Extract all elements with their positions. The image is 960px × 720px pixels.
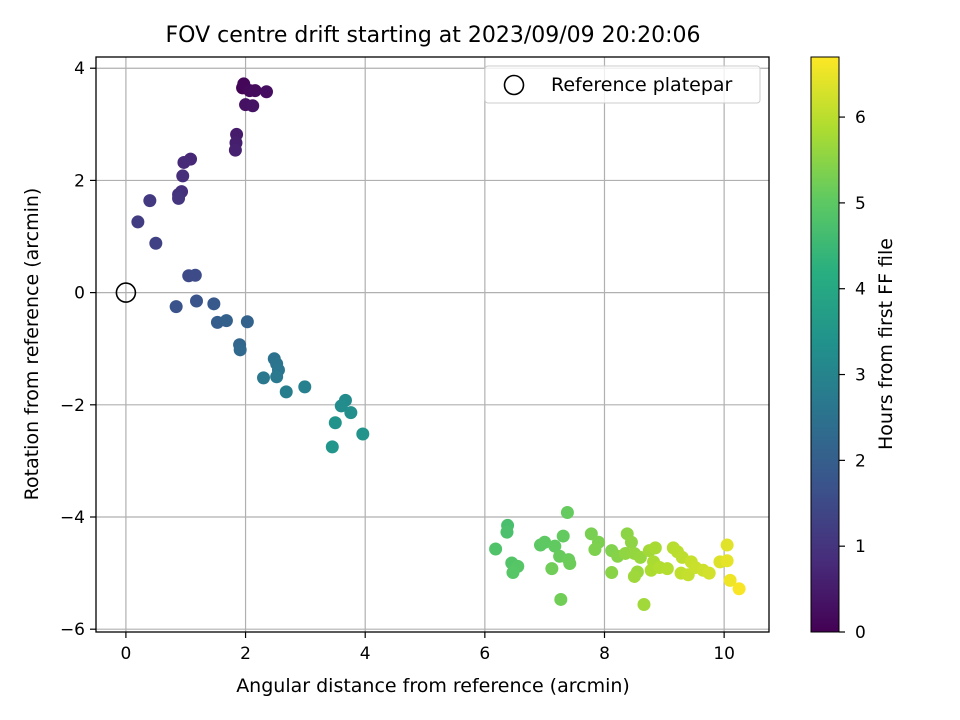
colorbar-tick-label: 6	[855, 108, 866, 128]
colorbar-tick-label: 0	[855, 623, 866, 643]
colorbar-ticks: 0 1 2 3 4 5 6	[839, 108, 866, 643]
legend-box	[484, 65, 761, 104]
scatter-point	[624, 535, 638, 549]
scatter-point	[190, 294, 204, 308]
colorbar-tick-label: 1	[855, 537, 866, 557]
scatter-point	[270, 370, 284, 384]
y-tick-label: 0	[74, 284, 85, 304]
y-tick-label: 2	[74, 171, 85, 191]
scatter-point	[233, 343, 247, 357]
x-tick-label: 0	[120, 644, 131, 664]
chart-title: FOV centre drift starting at 2023/09/09 …	[166, 23, 701, 48]
scatter-point	[660, 562, 674, 576]
colorbar-tick-label: 4	[855, 280, 866, 300]
scatter-point	[618, 546, 632, 560]
scatter-point	[334, 399, 348, 413]
scatter-point	[328, 416, 342, 430]
colorbar-tick-label: 5	[855, 194, 866, 214]
x-tick-label: 8	[599, 644, 610, 664]
scatter-point	[563, 557, 577, 571]
scatter-point	[648, 541, 662, 555]
x-axis-label: Angular distance from reference (arcmin)	[236, 675, 630, 697]
y-tick-label: −6	[60, 620, 85, 640]
scatter-point	[298, 380, 312, 394]
legend: Reference platepar	[484, 65, 761, 104]
scatter-point	[702, 566, 716, 580]
scatter-point	[246, 99, 260, 113]
scatter-point	[176, 169, 190, 183]
scatter-point	[588, 543, 602, 557]
scatter-point	[548, 539, 562, 553]
colorbar-label: Hours from first FF file	[875, 238, 897, 450]
colorbar-tick-label: 2	[855, 451, 866, 471]
scatter-point	[219, 314, 233, 328]
scatter-point	[633, 550, 647, 564]
scatter-point	[627, 569, 641, 583]
x-ticks: 0 2 4 6 8 10	[120, 632, 735, 664]
scatter-point	[248, 84, 262, 98]
plot-frame	[95, 56, 770, 633]
scatter-point	[279, 385, 293, 399]
colorbar-tick-label: 3	[855, 366, 866, 386]
scatter-point	[344, 406, 358, 420]
scatter-point	[506, 566, 520, 580]
y-axis-label: Rotation from reference (arcmin)	[21, 188, 43, 501]
scatter-point	[207, 297, 221, 311]
x-tick-label: 4	[360, 644, 371, 664]
scatter-point	[723, 573, 737, 587]
scatter-points	[131, 77, 746, 612]
reference-point-marker	[115, 282, 137, 303]
colorbar-gradient	[810, 56, 840, 633]
y-tick-label: −4	[60, 508, 85, 528]
scatter-point	[545, 562, 559, 576]
y-tick-label: 4	[74, 59, 85, 79]
x-tick-label: 10	[713, 644, 735, 664]
scatter-point	[556, 529, 570, 543]
scatter-point	[500, 525, 514, 539]
y-ticks: −6 −4 −2 0 2 4	[60, 59, 96, 640]
x-tick-label: 6	[479, 644, 490, 664]
scatter-point	[489, 542, 503, 556]
grid	[96, 57, 769, 632]
scatter-point	[131, 215, 145, 229]
scatter-point	[554, 592, 568, 606]
legend-reference-marker	[503, 74, 525, 96]
y-tick-label: −2	[60, 396, 85, 416]
x-tick-label: 2	[240, 644, 251, 664]
scatter-point	[240, 315, 254, 329]
scatter-point	[605, 566, 619, 580]
scatter-point	[177, 155, 191, 169]
scatter-point	[720, 554, 734, 568]
colorbar: 0 1 2 3 4 5 6 Hours from first FF file	[810, 56, 897, 643]
scatter-point	[259, 85, 273, 99]
scatter-point	[257, 371, 271, 385]
scatter-point	[356, 427, 370, 441]
scatter-point	[637, 598, 651, 612]
scatter-point	[188, 268, 202, 282]
scatter-point	[538, 535, 552, 549]
scatter-point	[732, 582, 746, 596]
scatter-point	[228, 143, 242, 157]
scatter-point	[149, 236, 163, 250]
legend-entry-reference: Reference platepar	[551, 74, 733, 96]
scatter-point	[143, 194, 157, 208]
scatter-point	[325, 440, 339, 454]
scatter-point	[720, 538, 734, 552]
scatter-point	[560, 506, 574, 520]
scatter-point	[169, 300, 183, 314]
scatter-point	[172, 191, 186, 205]
